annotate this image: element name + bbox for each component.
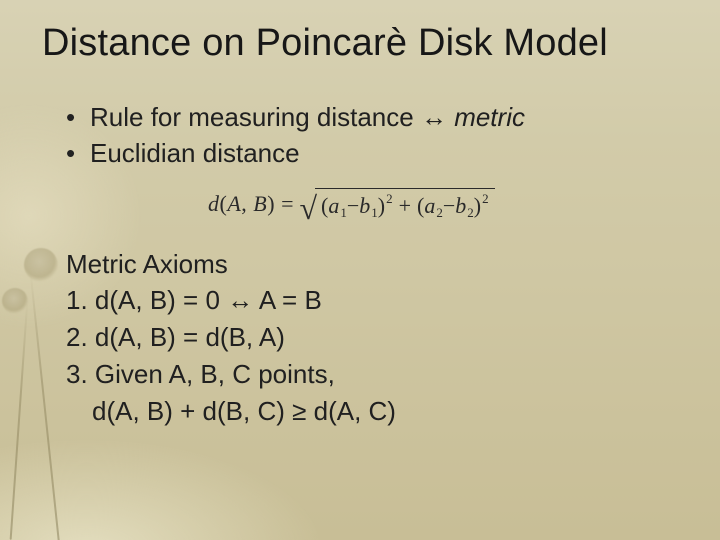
formula-d: d [208, 191, 220, 216]
formula-lhs: d(A, B) [208, 191, 275, 217]
formula-minus: − [347, 193, 359, 219]
slide-title: Distance on Poincarè Disk Model [42, 22, 686, 66]
distance-formula: d(A, B) = √ (a1 − b1)2 + (a2 − b2)2 [208, 181, 686, 227]
formula-b: b [359, 193, 370, 219]
formula-sq: 2 [386, 191, 393, 207]
formula-b: b [455, 193, 466, 219]
double-arrow-icon: ↔ [421, 102, 447, 132]
formula-sub: 1 [371, 205, 378, 221]
axiom-line: 1. d(A, B) = 0 ↔ A = B [66, 282, 686, 319]
formula-sub: 2 [467, 205, 474, 221]
axiom-text: A = B [253, 285, 322, 315]
axiom-line: d(A, B) + d(B, C) ≥ d(A, C) [66, 393, 686, 430]
formula-term: (a1 − b1)2 [321, 193, 393, 219]
bullet-italic: metric [454, 102, 525, 132]
axiom-line: 3. Given A, B, C points, [66, 356, 686, 393]
slide: Distance on Poincarè Disk Model Rule for… [0, 0, 720, 540]
axioms-header: Metric Axioms [66, 249, 686, 280]
formula-B: B [253, 191, 267, 216]
bullet-item: Rule for measuring distance ↔ metric [66, 100, 686, 136]
bullet-list: Rule for measuring distance ↔ metric Euc… [66, 100, 686, 172]
formula-sq: 2 [482, 191, 489, 207]
radical-icon: √ [299, 192, 317, 224]
formula-radicand: (a1 − b1)2 + (a2 − b2)2 [315, 188, 495, 220]
formula-a: a [328, 193, 339, 219]
bullet-text: Rule for measuring distance [90, 102, 421, 132]
formula-plus: + [399, 193, 411, 219]
metric-axioms: Metric Axioms 1. d(A, B) = 0 ↔ A = B 2. … [66, 249, 686, 430]
formula-paren: ) [267, 191, 275, 216]
formula-comma: , [241, 191, 253, 216]
formula-minus: − [443, 193, 455, 219]
formula-sub: 1 [340, 205, 347, 221]
bullet-item: Euclidian distance [66, 136, 686, 172]
formula-A: A [227, 191, 241, 216]
formula-sqrt: √ (a1 − b1)2 + (a2 − b2)2 [299, 188, 494, 220]
double-arrow-icon: ↔ [227, 285, 253, 315]
formula-term: (a2 − b2)2 [417, 193, 489, 219]
axiom-text: d(A, C) [306, 396, 396, 426]
formula-a: a [424, 193, 435, 219]
formula-equals: = [281, 191, 293, 217]
axiom-text: d(A, B) + d(B, C) [92, 396, 292, 426]
axiom-text: 1. d(A, B) = 0 [66, 285, 227, 315]
formula-sub: 2 [436, 205, 443, 221]
geq-icon: ≥ [292, 396, 306, 426]
bullet-text: Euclidian distance [90, 138, 300, 168]
axiom-line: 2. d(A, B) = d(B, A) [66, 319, 686, 356]
